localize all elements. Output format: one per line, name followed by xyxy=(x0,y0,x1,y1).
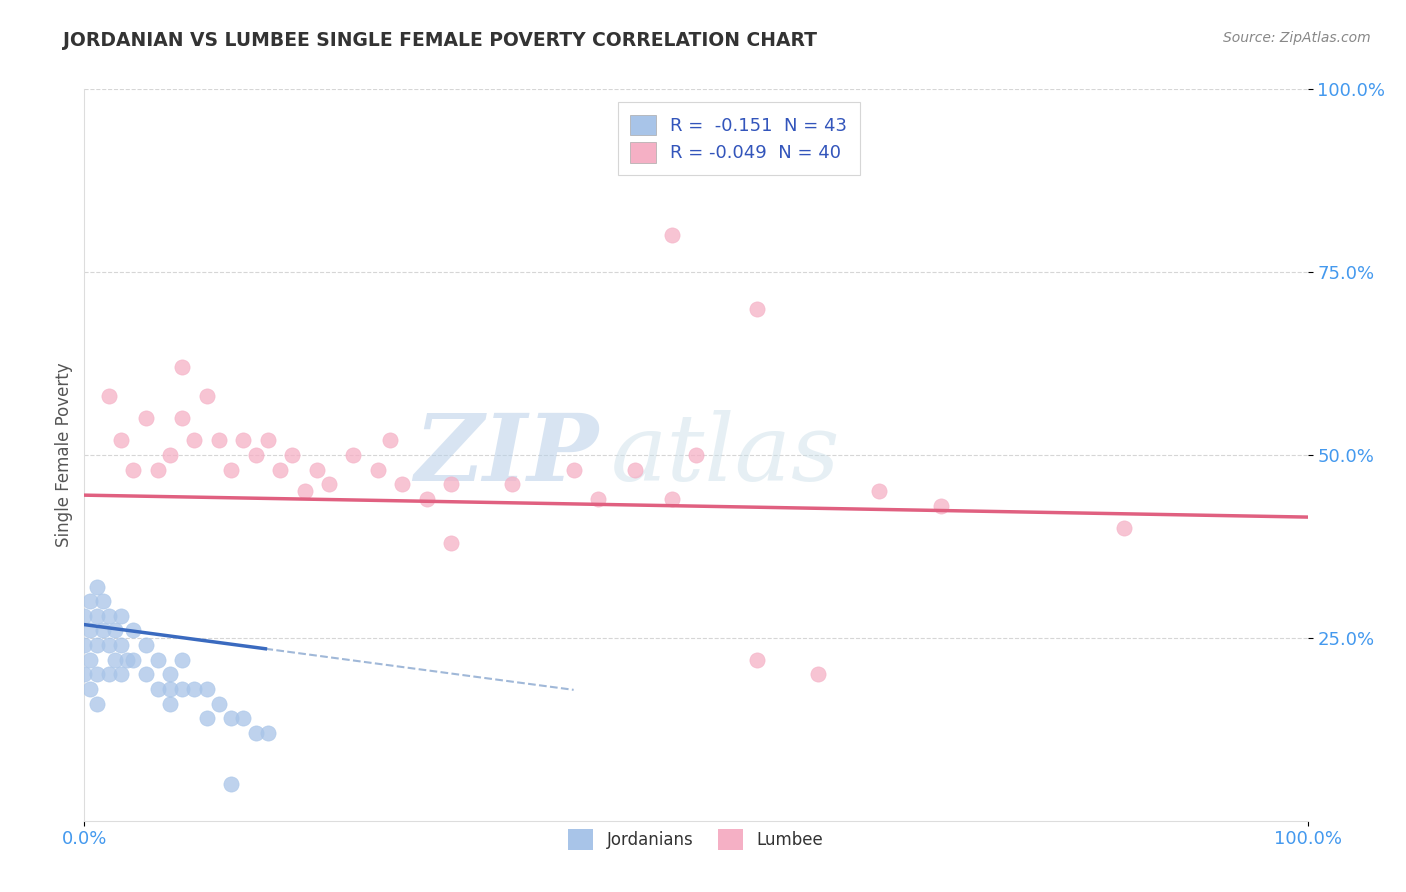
Point xyxy=(869,484,891,499)
Point xyxy=(416,491,439,506)
Point xyxy=(219,777,242,791)
Point xyxy=(110,434,132,448)
Point xyxy=(79,681,101,696)
Point xyxy=(281,448,304,462)
Point xyxy=(97,638,120,652)
Point xyxy=(183,434,205,448)
Point xyxy=(747,301,769,316)
Point xyxy=(208,697,231,711)
Point xyxy=(257,434,280,448)
Point xyxy=(502,477,524,491)
Point xyxy=(661,491,683,506)
Point xyxy=(305,462,328,476)
Point xyxy=(257,726,280,740)
Point xyxy=(342,448,364,462)
Point xyxy=(232,434,254,448)
Point xyxy=(661,228,683,243)
Point xyxy=(685,448,707,462)
Point xyxy=(562,462,585,476)
Point xyxy=(929,499,952,513)
Point xyxy=(807,667,830,681)
Point xyxy=(79,653,101,667)
Point xyxy=(195,681,218,696)
Point xyxy=(318,477,340,491)
Point xyxy=(747,653,769,667)
Point xyxy=(146,653,169,667)
Text: ZIP: ZIP xyxy=(413,410,598,500)
Point xyxy=(86,697,108,711)
Point xyxy=(195,389,218,403)
Y-axis label: Single Female Poverty: Single Female Poverty xyxy=(55,363,73,547)
Point xyxy=(159,681,181,696)
Point xyxy=(110,667,132,681)
Point xyxy=(135,638,157,652)
Point xyxy=(219,462,242,476)
Point xyxy=(115,653,138,667)
Point xyxy=(135,411,157,425)
Point xyxy=(86,667,108,681)
Point xyxy=(73,608,96,623)
Legend: Jordanians, Lumbee: Jordanians, Lumbee xyxy=(562,822,830,856)
Point xyxy=(86,608,108,623)
Point xyxy=(159,667,181,681)
Point xyxy=(122,653,145,667)
Point xyxy=(73,638,96,652)
Point xyxy=(79,624,101,638)
Point xyxy=(195,711,218,725)
Point xyxy=(440,535,463,549)
Point xyxy=(159,448,181,462)
Point xyxy=(440,477,463,491)
Point xyxy=(79,594,101,608)
Point xyxy=(86,580,108,594)
Point xyxy=(294,484,316,499)
Point xyxy=(122,624,145,638)
Point xyxy=(97,608,120,623)
Point xyxy=(208,434,231,448)
Point xyxy=(367,462,389,476)
Point xyxy=(586,491,609,506)
Point xyxy=(624,462,647,476)
Point xyxy=(135,667,157,681)
Point xyxy=(172,681,194,696)
Point xyxy=(172,360,194,375)
Point xyxy=(104,653,127,667)
Point xyxy=(146,462,169,476)
Point xyxy=(391,477,413,491)
Point xyxy=(380,434,402,448)
Point xyxy=(97,389,120,403)
Point xyxy=(232,711,254,725)
Point xyxy=(97,667,120,681)
Point xyxy=(110,638,132,652)
Point xyxy=(183,681,205,696)
Point xyxy=(122,462,145,476)
Text: JORDANIAN VS LUMBEE SINGLE FEMALE POVERTY CORRELATION CHART: JORDANIAN VS LUMBEE SINGLE FEMALE POVERT… xyxy=(63,31,817,50)
Point xyxy=(219,711,242,725)
Point xyxy=(1114,521,1136,535)
Point xyxy=(73,667,96,681)
Text: Source: ZipAtlas.com: Source: ZipAtlas.com xyxy=(1223,31,1371,45)
Point xyxy=(91,594,114,608)
Point xyxy=(159,697,181,711)
Point xyxy=(91,624,114,638)
Point xyxy=(86,638,108,652)
Point xyxy=(245,448,267,462)
Point xyxy=(172,411,194,425)
Point xyxy=(172,653,194,667)
Point xyxy=(146,681,169,696)
Point xyxy=(110,608,132,623)
Point xyxy=(245,726,267,740)
Point xyxy=(269,462,291,476)
Point xyxy=(104,624,127,638)
Text: atlas: atlas xyxy=(610,410,839,500)
